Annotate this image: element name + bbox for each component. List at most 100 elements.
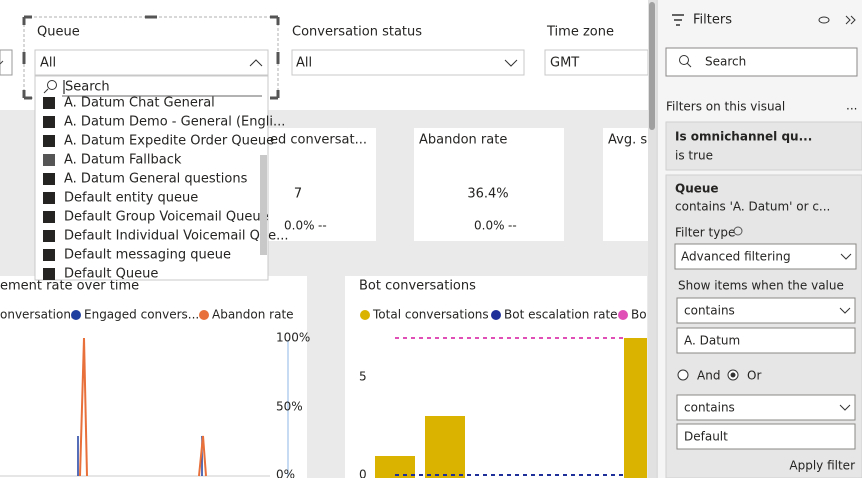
slicer-box[interactable] bbox=[34, 49, 269, 76]
legend-dot bbox=[618, 310, 628, 320]
legend-dot bbox=[199, 310, 209, 320]
checkbox[interactable] bbox=[43, 268, 55, 280]
search-icon bbox=[686, 62, 692, 68]
select-value: Advanced filtering bbox=[681, 250, 791, 264]
collapse-icon[interactable] bbox=[845, 15, 856, 25]
select[interactable] bbox=[676, 394, 856, 421]
dropdown-panel bbox=[34, 75, 269, 281]
filter-name: Queue bbox=[675, 182, 719, 196]
legend-label: Engaged convers... bbox=[84, 308, 199, 322]
checkbox[interactable] bbox=[43, 211, 55, 223]
chevron bbox=[840, 253, 852, 260]
list-item[interactable]: A. Datum Chat General bbox=[64, 96, 215, 111]
slicer-title: Time zone bbox=[546, 25, 614, 40]
card bbox=[603, 128, 648, 241]
list-item[interactable]: Default messaging queue bbox=[64, 248, 231, 263]
radio-label: And bbox=[697, 369, 720, 383]
select-value: contains bbox=[684, 304, 735, 318]
label: Show items when the value bbox=[678, 279, 844, 293]
input-value: Default bbox=[684, 430, 728, 444]
legend-dot bbox=[491, 310, 501, 320]
eye-icon[interactable] bbox=[818, 16, 830, 24]
list-item[interactable]: A. Datum General questions bbox=[64, 172, 248, 187]
select-value: contains bbox=[684, 401, 735, 415]
search-icon bbox=[47, 80, 57, 90]
search-icon bbox=[679, 55, 689, 65]
slicer-value: All bbox=[40, 56, 56, 71]
legend-label: Total conversations bbox=[372, 308, 489, 322]
bar bbox=[375, 456, 415, 478]
checkbox[interactable] bbox=[43, 154, 55, 166]
chevron bbox=[839, 307, 851, 314]
legend-label: Bo bbox=[631, 308, 647, 322]
card-change: 0.0% bbox=[284, 219, 315, 233]
slicer-edge bbox=[0, 49, 13, 76]
more[interactable]: ... bbox=[846, 99, 857, 113]
legend-label: Bot escalation rate bbox=[504, 308, 618, 322]
search-placeholder: Search bbox=[705, 55, 746, 69]
checkbox[interactable] bbox=[43, 192, 55, 204]
card-value: 36.4% bbox=[467, 187, 508, 202]
select[interactable] bbox=[674, 243, 857, 270]
legend-dot bbox=[71, 310, 81, 320]
card-title: Abandon rate bbox=[419, 133, 507, 148]
handles bbox=[22, 15, 280, 100]
checkbox[interactable] bbox=[43, 249, 55, 261]
filter-icon bbox=[672, 14, 684, 26]
card-change: 0.0% bbox=[474, 219, 505, 233]
search-placeholder[interactable]: Search bbox=[65, 80, 110, 95]
checkbox[interactable] bbox=[43, 230, 55, 242]
chevron bbox=[0, 60, 4, 65]
select[interactable] bbox=[676, 297, 856, 324]
search-icon bbox=[43, 88, 49, 94]
radio[interactable] bbox=[677, 369, 689, 381]
card bbox=[414, 128, 564, 241]
bar bbox=[624, 338, 647, 478]
radio-dot bbox=[730, 372, 736, 378]
checkbox[interactable] bbox=[43, 173, 55, 185]
bar bbox=[425, 416, 465, 478]
list-item[interactable]: A. Datum Expedite Order Queue bbox=[64, 134, 274, 149]
chevron bbox=[839, 404, 851, 411]
input[interactable] bbox=[676, 423, 856, 450]
tick-label: 50% bbox=[276, 400, 303, 414]
list-item[interactable]: Default Group Voicemail Queue bbox=[64, 210, 269, 225]
list-item[interactable]: Default Individual Voicemail Que... bbox=[64, 229, 289, 244]
list-item[interactable]: Default Queue bbox=[64, 267, 158, 282]
chart-panel bbox=[345, 276, 647, 478]
chevron bbox=[249, 59, 263, 67]
list-item[interactable]: A. Datum Fallback bbox=[64, 153, 182, 168]
scrollbar[interactable] bbox=[260, 155, 267, 255]
chevron bbox=[504, 59, 518, 67]
card bbox=[268, 128, 376, 241]
input[interactable] bbox=[676, 327, 856, 354]
scroll-thumb[interactable] bbox=[649, 2, 655, 130]
slicer-value: All bbox=[296, 56, 312, 71]
checkbox[interactable] bbox=[43, 135, 55, 147]
tick-label: 0% bbox=[276, 468, 295, 478]
checkbox[interactable] bbox=[43, 97, 55, 109]
apply-button[interactable]: Apply filter bbox=[789, 459, 855, 473]
slicer-box[interactable] bbox=[291, 49, 525, 76]
card-title: Avg. s bbox=[608, 133, 647, 148]
filter-summary: is true bbox=[675, 149, 713, 163]
chart-title: Bot conversations bbox=[359, 279, 476, 294]
label: Filter type bbox=[675, 226, 735, 240]
pane-title: Filters bbox=[693, 13, 732, 28]
card-trend: -- bbox=[318, 219, 327, 233]
list-item[interactable]: A. Datum Demo - General (Engli... bbox=[64, 115, 285, 130]
spike bbox=[79, 337, 207, 477]
card-value: 7 bbox=[294, 187, 302, 202]
slicer-title: Conversation status bbox=[292, 25, 422, 40]
filter-card[interactable] bbox=[665, 121, 862, 171]
card-title: ed conversat... bbox=[270, 133, 367, 148]
filter-search[interactable] bbox=[665, 47, 858, 77]
list-item[interactable]: Default entity queue bbox=[64, 191, 198, 206]
legend-dot bbox=[360, 310, 370, 320]
info-icon bbox=[733, 226, 743, 236]
tick-label: 5 bbox=[359, 370, 367, 384]
checkbox[interactable] bbox=[43, 116, 55, 128]
slicer-value: GMT bbox=[550, 56, 579, 71]
